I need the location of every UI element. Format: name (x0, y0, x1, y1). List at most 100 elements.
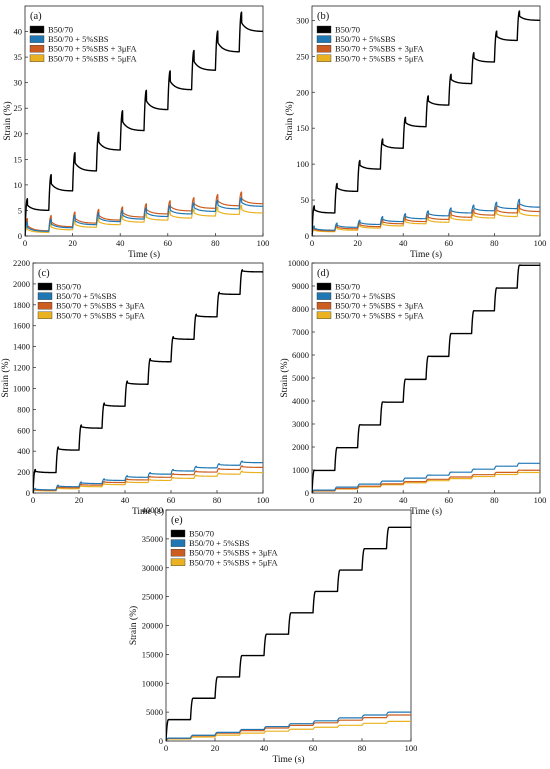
y-tick-label: 25000 (142, 592, 163, 602)
y-tick: 7000 (292, 327, 315, 337)
legend-swatch (316, 35, 332, 43)
legend-entry: B50/70 (335, 282, 360, 292)
y-tick-label: 40 (14, 27, 23, 37)
x-tick: 40 (399, 233, 408, 248)
x-tick-label: 40 (399, 238, 408, 248)
legend-entry: B50/70 + 5%SBS + 3μFA (335, 44, 424, 54)
y-tick: 1600 (13, 321, 36, 331)
x-tick: 40 (121, 490, 130, 505)
x-tick-label: 80 (211, 238, 220, 248)
series-line-1 (312, 462, 540, 493)
x-tick-label: 60 (445, 238, 454, 248)
y-tick: 150 (296, 123, 315, 133)
legend-entry: B50/70 + 5%SBS (48, 34, 109, 44)
x-tick: 20 (68, 233, 77, 248)
legend-swatch (316, 282, 332, 291)
y-tick: 10 (14, 180, 28, 190)
y-tick: 9000 (292, 281, 315, 291)
y-tick: 20 (14, 129, 28, 139)
x-tick: 100 (257, 490, 269, 505)
y-tick: 2000 (292, 442, 315, 452)
chart-panel-4: 0 20 40 60 80 100 0 5000 10000 15000 20000 25000 300… (128, 505, 417, 765)
x-axis-title: Time (s) (410, 506, 442, 517)
x-tick: 80 (213, 490, 221, 505)
series-line-1 (25, 197, 263, 236)
series-line-0 (166, 526, 411, 741)
y-axis-title: Strain (%) (279, 358, 290, 397)
legend-entry: B50/70 + 5%SBS + 5μFA (335, 310, 424, 320)
legend-swatch (37, 302, 53, 310)
y-tick-label: 100 (296, 159, 309, 169)
legend-entry: B50/70 (335, 25, 360, 35)
x-tick: 20 (75, 490, 83, 505)
x-tick: 60 (309, 738, 318, 753)
panel-label: (c) (38, 268, 50, 279)
legend-swatch (170, 539, 186, 547)
y-tick-label: 0 (26, 488, 30, 498)
legend-swatch (316, 54, 332, 62)
x-tick-label: 20 (353, 495, 362, 505)
y-tick-label: 2000 (292, 442, 309, 452)
legend-swatch (316, 25, 332, 34)
y-tick: 35000 (142, 534, 169, 544)
legend-entry: B50/70 (48, 25, 73, 35)
x-tick: 100 (534, 233, 546, 248)
series-line-3 (312, 208, 540, 236)
legend-entry: B50/70 + 5%SBS + 3μFA (48, 44, 137, 54)
x-tick: 20 (211, 738, 220, 753)
legend-entry: B50/70 + 5%SBS + 5μFA (56, 310, 145, 320)
series-line-1 (166, 711, 411, 741)
x-tick-label: 40 (121, 495, 130, 505)
y-tick-label: 150 (296, 123, 309, 133)
legend-swatch (170, 529, 186, 538)
legend-entry: B50/70 + 5%SBS + 3μFA (189, 548, 278, 558)
x-tick: 60 (445, 490, 454, 505)
x-tick-label: 20 (211, 743, 220, 753)
y-tick-label: 35000 (142, 534, 163, 544)
y-tick: 30000 (142, 563, 169, 573)
x-tick-label: 20 (68, 238, 77, 248)
x-tick-label: 0 (23, 238, 27, 248)
y-tick-label: 20000 (142, 621, 163, 631)
panel-label: (e) (171, 515, 183, 526)
y-tick-label: 20 (14, 129, 23, 139)
legend-entry: B50/70 + 5%SBS (56, 291, 117, 301)
y-tick-label: 4000 (292, 396, 309, 406)
legend-swatch (37, 282, 53, 291)
y-tick-label: 1600 (13, 321, 30, 331)
x-tick-label: 60 (309, 743, 318, 753)
y-tick-label: 0 (305, 488, 309, 498)
legend-entry: B50/70 + 5%SBS (189, 538, 250, 548)
y-tick: 2000 (13, 279, 36, 289)
series-line-3 (166, 720, 411, 741)
y-tick: 10000 (288, 258, 315, 268)
y-tick-label: 2200 (13, 258, 30, 268)
y-tick: 1000 (13, 383, 36, 393)
y-tick-label: 10000 (288, 258, 309, 268)
y-tick: 400 (17, 446, 36, 456)
x-tick-label: 40 (399, 495, 408, 505)
series-line-2 (33, 465, 263, 493)
y-tick: 1800 (13, 300, 36, 310)
legend-swatch (316, 302, 332, 310)
y-tick-label: 15 (14, 154, 23, 164)
x-tick-label: 100 (257, 238, 270, 248)
x-tick-label: 40 (260, 743, 269, 753)
x-tick-label: 80 (358, 743, 367, 753)
x-tick: 100 (534, 490, 546, 505)
x-axis-title: Time (s) (272, 754, 304, 765)
x-tick-label: 60 (445, 495, 454, 505)
y-tick-label: 200 (17, 467, 30, 477)
x-tick: 40 (260, 738, 269, 753)
x-tick: 80 (358, 738, 367, 753)
legend-swatch (316, 45, 332, 53)
legend-entry: B50/70 + 5%SBS (335, 291, 396, 301)
y-tick-label: 2000 (13, 279, 30, 289)
x-tick-label: 100 (405, 743, 418, 753)
legend-swatch (29, 35, 45, 43)
y-tick: 200 (296, 87, 315, 97)
x-tick: 60 (167, 490, 175, 505)
x-tick: 20 (353, 490, 362, 505)
x-tick: 80 (211, 233, 220, 248)
